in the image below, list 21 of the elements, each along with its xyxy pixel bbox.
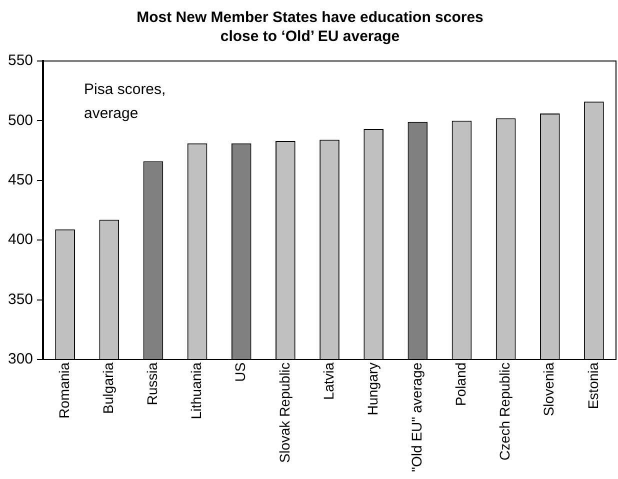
x-tick-label: Bulgaria [100,362,116,414]
x-tick-label: "Old EU" average [408,362,425,472]
annotation: Pisa scores, average [84,80,167,124]
x-tick-label: Slovak Republic [276,362,292,463]
x-tick-label: Russia [144,362,160,406]
y-tick-label: 300 [8,350,34,368]
y-tick-label: 350 [8,290,34,308]
y-tick-label: 550 [8,52,34,70]
x-tick-label: Poland [452,362,469,406]
x-tick-label: Latvia [320,362,336,400]
x-tick-label: Estonia [584,362,601,410]
chart-title: Most New Member States have education scores close to ‘Old’ EU average [136,8,484,46]
y-tick-label: 500 [8,112,34,129]
x-tick-label: Slovenia [540,362,557,416]
x-tick-label: Hungary [364,362,380,416]
y-tick-label: 450 [8,172,34,189]
x-tick-label: Czech Republic [496,362,513,461]
x-tick-label: Romania [56,362,72,418]
x-tick-label: Lithuania [188,362,204,420]
x-tick-label: US [232,362,248,382]
y-tick-label: 400 [8,231,34,248]
